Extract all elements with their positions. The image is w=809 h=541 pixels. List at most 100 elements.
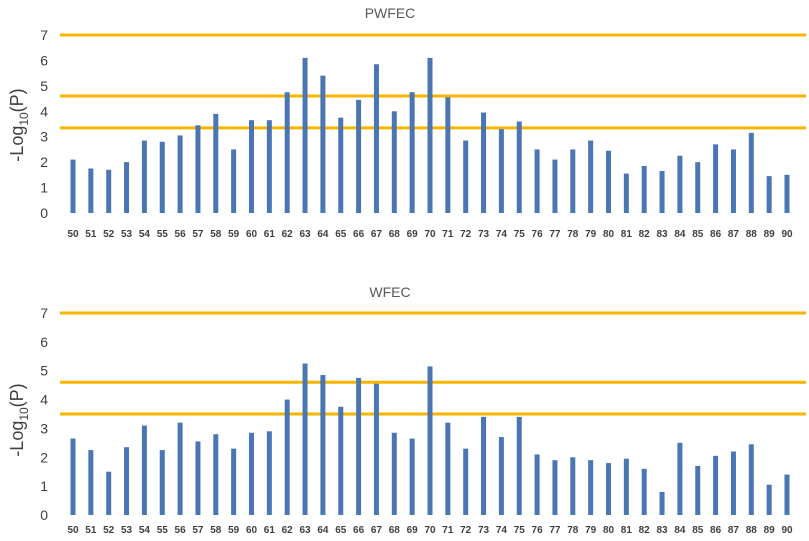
x-tick-label: 55 <box>157 525 169 536</box>
y-tick-label: 6 <box>40 334 48 350</box>
x-tick-label: 63 <box>299 229 311 240</box>
bar <box>320 375 326 515</box>
bar <box>124 162 130 213</box>
x-tick-label: 89 <box>764 229 776 240</box>
x-tick-label: 54 <box>139 229 151 240</box>
y-tick-label: 5 <box>40 363 48 379</box>
y-axis-label: -Log10(P) <box>7 88 31 161</box>
bar <box>713 455 719 515</box>
bar <box>159 141 165 213</box>
x-ticks: 50 51 52 53 54 55 56 57 58 59 60 61 62 63 64 65 66 67 68 69… <box>67 525 793 536</box>
x-tick-label: 68 <box>389 229 401 240</box>
bar <box>730 451 736 515</box>
y-tick-label: 0 <box>40 507 48 523</box>
bar <box>498 129 504 213</box>
x-tick-label: 87 <box>728 229 740 240</box>
x-tick-label: 51 <box>85 525 97 536</box>
x-tick-label: 65 <box>335 525 347 536</box>
y-tick-label: 4 <box>40 103 48 119</box>
x-tick-label: 84 <box>674 525 686 536</box>
x-tick-label: 53 <box>121 229 133 240</box>
y-tick-label: 1 <box>40 478 48 494</box>
bar <box>70 438 76 515</box>
bar <box>391 432 397 515</box>
x-tick-label: 51 <box>85 229 97 240</box>
bar <box>70 159 76 213</box>
bar <box>195 441 201 515</box>
x-tick-label: 70 <box>424 525 436 536</box>
bar <box>141 140 147 213</box>
threshold-lines <box>60 33 806 130</box>
bar <box>320 75 326 213</box>
x-tick-label: 50 <box>67 525 79 536</box>
bar <box>88 168 94 213</box>
x-tick-label: 55 <box>157 229 169 240</box>
bar <box>570 149 576 213</box>
x-tick-label: 86 <box>710 525 722 536</box>
bar <box>606 463 611 515</box>
x-tick-label: 69 <box>407 525 419 536</box>
x-tick-label: 75 <box>514 525 526 536</box>
x-tick-label: 61 <box>264 229 276 240</box>
bar <box>552 159 558 213</box>
bar <box>748 444 754 515</box>
x-tick-label: 57 <box>192 525 204 536</box>
bar <box>463 140 469 213</box>
bar <box>623 458 629 515</box>
bar <box>213 434 219 515</box>
bar <box>409 92 415 213</box>
bar <box>284 399 290 515</box>
bar <box>713 144 719 213</box>
x-tick-label: 53 <box>121 525 133 536</box>
bar <box>659 171 665 213</box>
bar <box>784 174 790 213</box>
x-tick-label: 64 <box>317 525 329 536</box>
bar <box>588 460 594 515</box>
x-tick-label: 50 <box>67 229 79 240</box>
bar <box>391 111 397 213</box>
bar <box>766 176 772 213</box>
x-tick-label: 80 <box>603 229 615 240</box>
x-tick-label: 54 <box>139 525 151 536</box>
y-tick-label: 1 <box>40 180 48 196</box>
bar <box>659 491 665 515</box>
x-tick-label: 79 <box>585 229 597 240</box>
chart-title: WFEC <box>369 284 410 300</box>
bar <box>695 465 701 515</box>
x-tick-label: 71 <box>442 525 454 536</box>
y-axis-label: -Log10(P) <box>7 383 31 456</box>
x-tick-label: 59 <box>228 525 240 536</box>
bar <box>463 448 469 515</box>
y-tick-label: 3 <box>40 129 48 145</box>
y-tick-label: 2 <box>40 449 48 465</box>
bar <box>730 149 736 213</box>
x-tick-label: 62 <box>282 525 294 536</box>
bar <box>552 460 558 515</box>
y-tick-label: 5 <box>40 78 48 94</box>
bar <box>338 117 344 213</box>
x-tick-label: 75 <box>514 229 526 240</box>
x-tick-label: 78 <box>567 525 579 536</box>
x-tick-label: 86 <box>710 229 722 240</box>
bar <box>373 383 379 515</box>
bar <box>516 121 522 213</box>
bar <box>231 448 237 515</box>
x-tick-label: 58 <box>210 525 222 536</box>
bar <box>249 120 254 213</box>
bar <box>641 165 647 213</box>
x-tick-label: 66 <box>353 525 365 536</box>
x-tick-label: 67 <box>371 525 383 536</box>
y-tick-label: 7 <box>40 305 48 321</box>
bar <box>106 169 112 213</box>
x-tick-label: 83 <box>656 229 668 240</box>
bar <box>445 422 451 515</box>
bar <box>356 99 362 213</box>
bar <box>641 468 647 515</box>
bar <box>427 57 433 214</box>
x-tick-label: 89 <box>764 525 776 536</box>
x-tick-label: 68 <box>389 525 401 536</box>
bar <box>427 366 433 515</box>
x-tick-label: 81 <box>621 229 633 240</box>
